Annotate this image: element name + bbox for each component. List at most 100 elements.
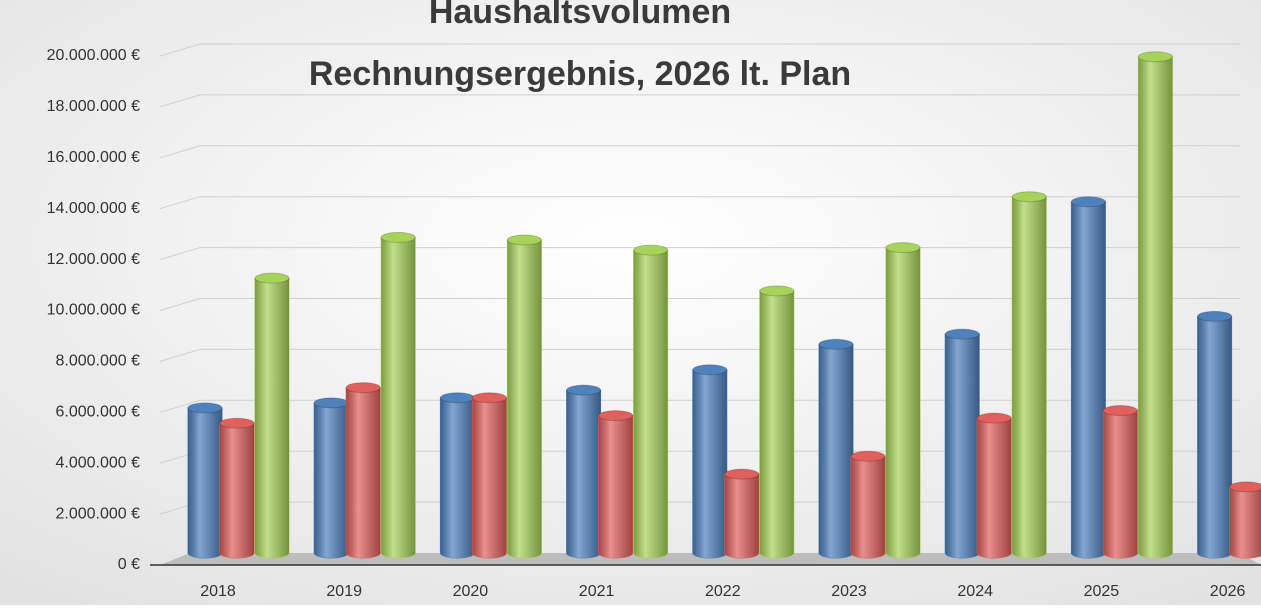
bar-shade (692, 369, 727, 558)
bar-shade (507, 239, 542, 558)
bar-shade (472, 397, 507, 558)
y-tick-label: 14.000.000 € (47, 200, 141, 217)
bar (1011, 191, 1047, 559)
x-tick-label: 2018 (200, 583, 236, 600)
bar-shade (1071, 201, 1106, 558)
bar-top (1102, 404, 1138, 416)
bar-top (219, 417, 255, 429)
bar-shade (188, 407, 222, 558)
x-tick-label: 2024 (957, 583, 993, 600)
bar (598, 410, 634, 559)
bar-shade (633, 250, 668, 558)
bar-shade (440, 397, 475, 558)
grid-line (159, 94, 1240, 108)
bar-top (254, 272, 290, 284)
x-tick-label: 2026 (1210, 583, 1246, 600)
y-tick-label: 2.000.000 € (55, 505, 140, 522)
bar-top (976, 412, 1012, 424)
x-tick-label: 2022 (705, 583, 741, 600)
bar (380, 231, 416, 559)
bar-shade (314, 402, 349, 558)
bar-top (313, 397, 349, 409)
y-tick-label: 18.000.000 € (47, 98, 141, 115)
bar (439, 392, 475, 559)
y-tick-label: 8.000.000 € (55, 353, 140, 370)
bar-top (1011, 191, 1047, 203)
y-tick-label: 4.000.000 € (55, 454, 140, 471)
bar-shade (220, 423, 254, 558)
bar-top (692, 364, 728, 376)
bar-shade (724, 474, 759, 558)
bar-shade (255, 278, 289, 558)
bar-shade (1012, 196, 1047, 558)
grid-line (159, 145, 1240, 159)
bar (1070, 196, 1106, 559)
bar-shade (977, 418, 1012, 558)
bar-top (818, 338, 854, 350)
chart-title: Haushaltsvolumen (429, 0, 731, 31)
bar (1197, 310, 1233, 559)
bar-top (439, 392, 475, 404)
bar-shade (886, 247, 920, 558)
bar-top (724, 468, 760, 480)
bar (944, 328, 980, 559)
bar-top (1137, 51, 1173, 63)
bar-shade (1103, 410, 1138, 558)
y-tick-label: 12.000.000 € (47, 251, 141, 268)
grid-line (159, 43, 1240, 57)
bar-shade (598, 415, 633, 558)
bar-shade (851, 456, 885, 558)
x-tick-label: 2019 (326, 583, 362, 600)
bar (187, 402, 223, 559)
y-tick-label: 20.000.000 € (47, 47, 141, 64)
bar-top (471, 392, 507, 404)
bar (219, 417, 255, 559)
bar-top (345, 382, 381, 394)
bar-top (885, 242, 921, 254)
bar-shade (945, 334, 980, 558)
bar (633, 244, 669, 559)
bar-top (1197, 310, 1233, 322)
bar (818, 338, 854, 559)
chart-subtitle: Rechnungsergebnis, 2026 lt. Plan (309, 55, 851, 93)
bar (759, 285, 795, 559)
bar-top (1070, 196, 1106, 208)
bar-top (633, 244, 669, 256)
bar (692, 364, 728, 559)
grid-line (159, 196, 1240, 210)
bar-shade (1197, 316, 1232, 558)
bar-top (380, 231, 416, 243)
bar (885, 242, 921, 559)
bar (506, 234, 542, 559)
bar-shade (759, 290, 794, 558)
y-tick-label: 10.000.000 € (47, 302, 141, 319)
bar-top (598, 410, 634, 422)
bar (313, 397, 349, 559)
bar (471, 392, 507, 559)
y-tick-label: 6.000.000 € (55, 404, 140, 421)
bar-top (506, 234, 542, 246)
bar (254, 272, 290, 559)
y-tick-label: 0 € (118, 556, 140, 573)
bar-shade (381, 237, 416, 559)
x-tick-label: 2021 (579, 583, 615, 600)
bar (850, 450, 886, 559)
bar-shade (819, 344, 853, 558)
y-tick-label: 16.000.000 € (47, 149, 141, 166)
bar-top (1229, 481, 1261, 493)
bar-shade (566, 390, 601, 558)
bar-top (944, 328, 980, 340)
bar-shade (346, 387, 381, 558)
bar-top (850, 450, 886, 462)
bar-top (759, 285, 795, 297)
bar-shade (1229, 486, 1261, 558)
bar (566, 384, 602, 559)
bar (345, 382, 381, 559)
x-tick-label: 2023 (831, 583, 867, 600)
bar (1229, 481, 1261, 559)
bar-shade (1138, 56, 1173, 558)
bar (1102, 404, 1138, 559)
x-tick-label: 2025 (1084, 583, 1120, 600)
bar (1137, 51, 1173, 559)
